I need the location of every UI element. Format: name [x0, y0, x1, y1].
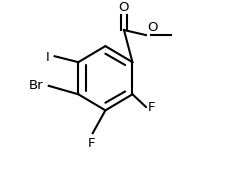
Text: F: F — [147, 101, 155, 114]
Text: O: O — [146, 21, 157, 34]
Text: I: I — [46, 51, 49, 64]
Text: Br: Br — [29, 79, 43, 92]
Text: F: F — [88, 137, 95, 150]
Text: O: O — [118, 1, 129, 14]
